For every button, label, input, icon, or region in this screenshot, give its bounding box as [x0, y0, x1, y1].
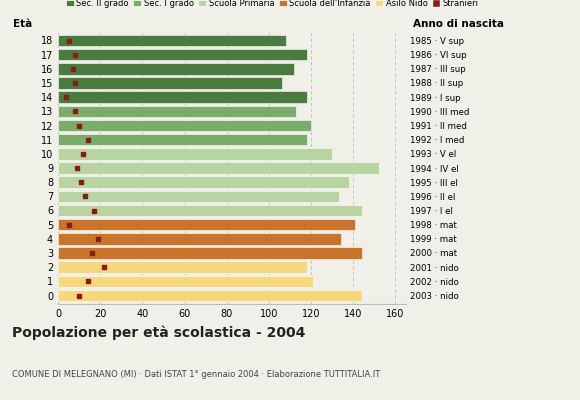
- Bar: [58, 134, 307, 146]
- Text: Anno di nascita: Anno di nascita: [413, 19, 504, 29]
- Bar: [58, 205, 362, 216]
- Bar: [58, 148, 332, 160]
- Bar: [58, 77, 281, 89]
- Bar: [58, 91, 307, 103]
- Bar: [58, 247, 362, 259]
- Bar: [58, 190, 339, 202]
- Bar: [58, 120, 311, 131]
- Text: Età: Età: [13, 19, 32, 29]
- Bar: [58, 261, 307, 273]
- Bar: [58, 63, 294, 75]
- Bar: [58, 233, 340, 245]
- Bar: [58, 162, 379, 174]
- Bar: [58, 35, 286, 46]
- Bar: [58, 176, 349, 188]
- Bar: [58, 219, 356, 230]
- Bar: [58, 290, 362, 301]
- Text: Popolazione per età scolastica - 2004: Popolazione per età scolastica - 2004: [12, 326, 305, 340]
- Text: COMUNE DI MELEGNANO (MI) · Dati ISTAT 1° gennaio 2004 · Elaborazione TUTTITALIA.: COMUNE DI MELEGNANO (MI) · Dati ISTAT 1°…: [12, 370, 380, 379]
- Bar: [58, 49, 307, 60]
- Bar: [58, 106, 296, 117]
- Bar: [58, 276, 313, 287]
- Legend: Sec. II grado, Sec. I grado, Scuola Primaria, Scuola dell'Infanzia, Asilo Nido, : Sec. II grado, Sec. I grado, Scuola Prim…: [62, 0, 482, 12]
